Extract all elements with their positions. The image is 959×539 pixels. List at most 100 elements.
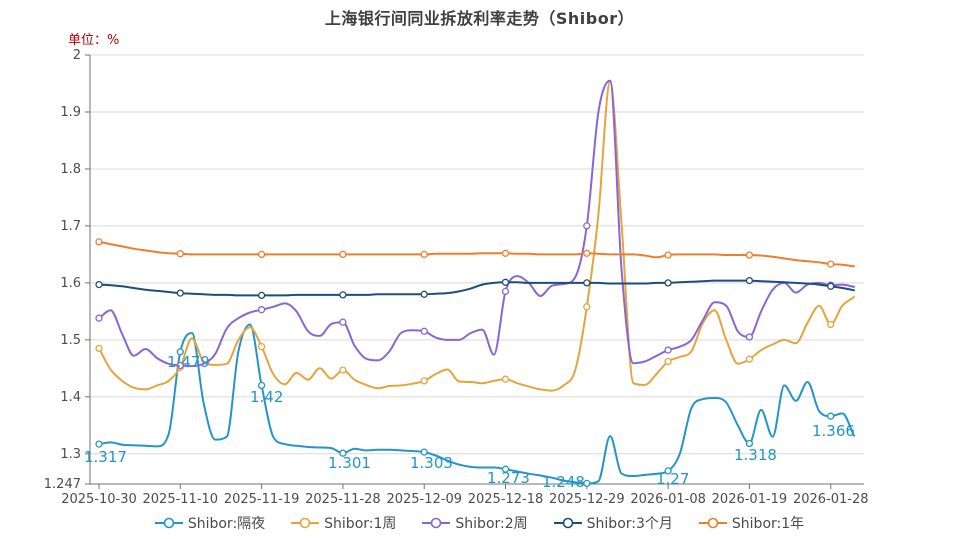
data-label: 1.273 xyxy=(487,469,530,487)
y-axis-unit-label: 单位：% xyxy=(68,33,120,48)
data-point-marker xyxy=(257,291,266,300)
y-axis-label: 1.7 xyxy=(60,219,81,234)
data-point-marker xyxy=(339,318,347,326)
data-point-marker xyxy=(176,250,184,258)
data-label: 1.301 xyxy=(328,454,371,472)
data-point-marker xyxy=(176,348,184,356)
x-axis-label: 2025-11-10 xyxy=(143,492,219,507)
data-label: 1.303 xyxy=(410,454,453,472)
y-axis-label: 1.3 xyxy=(60,447,81,462)
x-axis-label: 2025-11-28 xyxy=(305,492,381,507)
y-axis-label: 1.8 xyxy=(60,162,81,177)
data-point-marker xyxy=(501,287,510,296)
x-axis-label: 2025-10-30 xyxy=(61,492,137,507)
data-point-marker xyxy=(583,479,591,488)
data-point-marker xyxy=(664,279,672,287)
data-point-marker xyxy=(745,355,754,363)
data-point-marker xyxy=(339,291,347,299)
data-point-marker xyxy=(745,439,754,448)
series-Shibor:隔夜 xyxy=(95,323,855,488)
legend-marker-icon xyxy=(422,517,451,529)
legend-item-Shibor:3个月[interactable]: Shibor:3个月 xyxy=(553,513,673,533)
y-axis-label: 1.247 xyxy=(44,477,81,492)
data-point-marker xyxy=(745,333,754,341)
data-point-marker xyxy=(257,250,266,259)
data-point-marker xyxy=(664,467,672,475)
data-label: 1.248 xyxy=(542,473,585,491)
data-label: 1.42 xyxy=(250,388,283,406)
x-axis-label: 2025-12-09 xyxy=(386,492,462,507)
legend-marker-icon xyxy=(291,517,320,529)
data-point-marker xyxy=(257,306,266,314)
data-point-marker xyxy=(583,249,591,257)
data-point-marker xyxy=(745,276,754,285)
series-line-Shibor:2周 xyxy=(98,79,855,368)
y-axis-label: 1.5 xyxy=(60,333,81,348)
data-point-marker xyxy=(583,303,591,311)
legend-item-Shibor:2周[interactable]: Shibor:2周 xyxy=(422,513,528,533)
data-point-marker xyxy=(501,375,510,383)
legend-item-Shibor:1年[interactable]: Shibor:1年 xyxy=(698,513,805,533)
y-axis-label: 1.4 xyxy=(60,390,81,405)
data-label: 1.318 xyxy=(734,446,777,464)
data-point-marker xyxy=(664,251,672,259)
series-Shibor:1周 xyxy=(95,80,855,392)
legend: Shibor:隔夜 Shibor:1周 Shibor:2周 Shibor:3个月 Shi… xyxy=(0,513,959,533)
data-point-marker xyxy=(583,279,591,287)
data-point-marker xyxy=(176,289,184,297)
data-label: 1.366 xyxy=(812,422,855,440)
data-label: 1.479 xyxy=(167,353,210,371)
series-line-Shibor:1周 xyxy=(98,80,855,392)
series-line-Shibor:3个月 xyxy=(98,279,855,297)
data-point-marker xyxy=(95,344,103,353)
series-Shibor:3个月 xyxy=(95,276,855,300)
series-line-Shibor:隔夜 xyxy=(98,323,855,485)
data-point-marker xyxy=(95,238,103,246)
data-point-marker xyxy=(827,260,835,268)
legend-label: Shibor:1周 xyxy=(324,516,397,532)
legend-label: Shibor:1年 xyxy=(731,516,805,532)
chart-title: 上海银行间同业拆放利率走势（Shibor） xyxy=(324,9,635,28)
data-point-marker xyxy=(664,357,672,366)
data-label: 1.317 xyxy=(84,448,127,466)
legend-marker-icon xyxy=(154,517,183,529)
legend-label: Shibor:2周 xyxy=(455,516,528,532)
data-point-marker xyxy=(420,250,428,259)
data-point-marker xyxy=(95,314,103,322)
data-point-marker xyxy=(257,343,266,351)
legend-item-Shibor:隔夜[interactable]: Shibor:隔夜 xyxy=(154,513,266,533)
legend-marker-icon xyxy=(553,517,582,529)
data-point-marker xyxy=(827,412,835,420)
y-axis-label: 1.6 xyxy=(60,276,81,291)
legend-label: Shibor:3个月 xyxy=(586,516,673,532)
data-point-marker xyxy=(664,346,672,354)
data-point-marker xyxy=(827,282,835,290)
data-point-marker xyxy=(501,465,510,473)
x-axis-label: 2025-12-18 xyxy=(468,492,544,507)
legend-marker-icon xyxy=(698,517,727,529)
data-point-marker xyxy=(339,250,347,259)
legend-item-Shibor:1周[interactable]: Shibor:1周 xyxy=(291,513,396,533)
x-axis-label: 2026-01-08 xyxy=(630,492,706,507)
series-line-Shibor:1年 xyxy=(98,240,855,268)
series-Shibor:1年 xyxy=(95,238,855,268)
x-axis-label: 2026-01-28 xyxy=(793,492,869,507)
series-Shibor:2周 xyxy=(95,79,855,370)
legend-label: Shibor:隔夜 xyxy=(187,516,266,532)
data-point-marker xyxy=(420,327,428,335)
data-point-marker xyxy=(339,449,347,457)
data-point-marker xyxy=(420,377,428,385)
data-point-marker xyxy=(745,251,754,259)
y-axis-label: 2 xyxy=(73,48,81,63)
data-point-marker xyxy=(420,448,428,456)
data-point-marker xyxy=(339,366,347,374)
data-point-marker xyxy=(501,249,510,257)
data-point-marker xyxy=(95,440,103,448)
data-point-marker xyxy=(827,320,835,329)
data-label: 1.27 xyxy=(656,470,689,488)
data-point-marker xyxy=(176,361,184,370)
y-axis-label: 1.9 xyxy=(60,105,81,120)
